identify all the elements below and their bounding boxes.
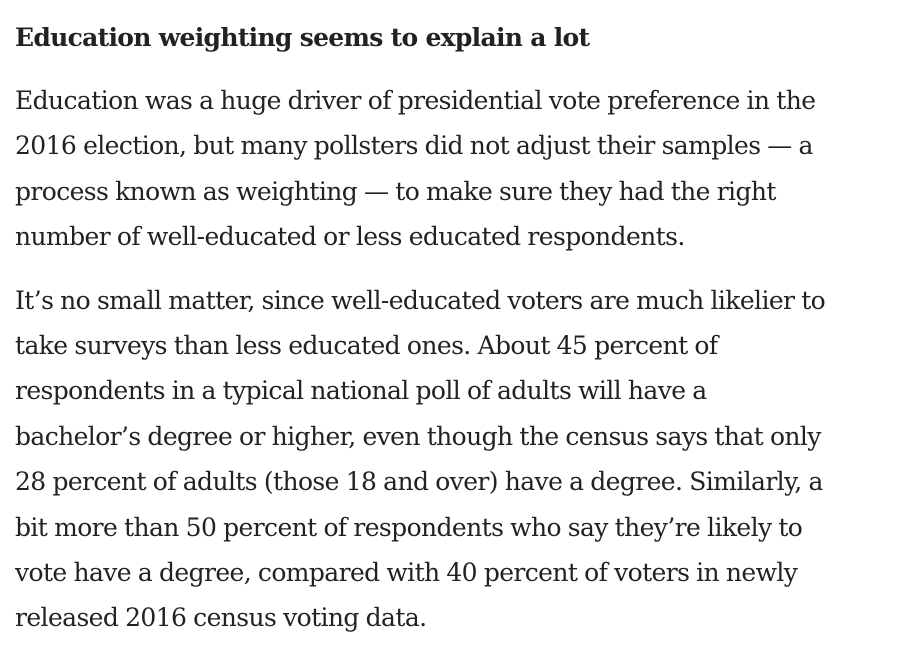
paragraph-line: number of well-educated or less educated… xyxy=(15,222,685,252)
paragraph-line: Education was a huge driver of president… xyxy=(15,86,816,115)
paragraph-line: released 2016 census voting data. xyxy=(15,603,427,633)
paragraph-line: vote have a degree, compared with 40 per… xyxy=(15,558,798,588)
paragraph-line: 2016 election, but many pollsters did no… xyxy=(15,131,813,161)
paragraph-line: 28 percent of adults (those 18 and over)… xyxy=(15,467,823,497)
paragraph-line: respondents in a typical national poll o… xyxy=(15,376,707,406)
paragraph-line: take surveys than less educated ones. Ab… xyxy=(15,331,718,361)
paragraph-line: bachelor’s degree or higher, even though… xyxy=(15,421,821,451)
paragraph-2: It’s no small matter, since well-educate… xyxy=(15,278,915,641)
paragraph-1: Education was a huge driver of president… xyxy=(15,78,915,260)
section-heading: Education weighting seems to explain a l… xyxy=(15,23,590,52)
article-body: Education weighting seems to explain a l… xyxy=(15,14,915,659)
paragraph-line: It’s no small matter, since well-educate… xyxy=(15,285,826,315)
paragraph-line: process known as weighting — to make sur… xyxy=(15,176,776,206)
paragraph-line: bit more than 50 percent of respondents … xyxy=(15,512,803,542)
